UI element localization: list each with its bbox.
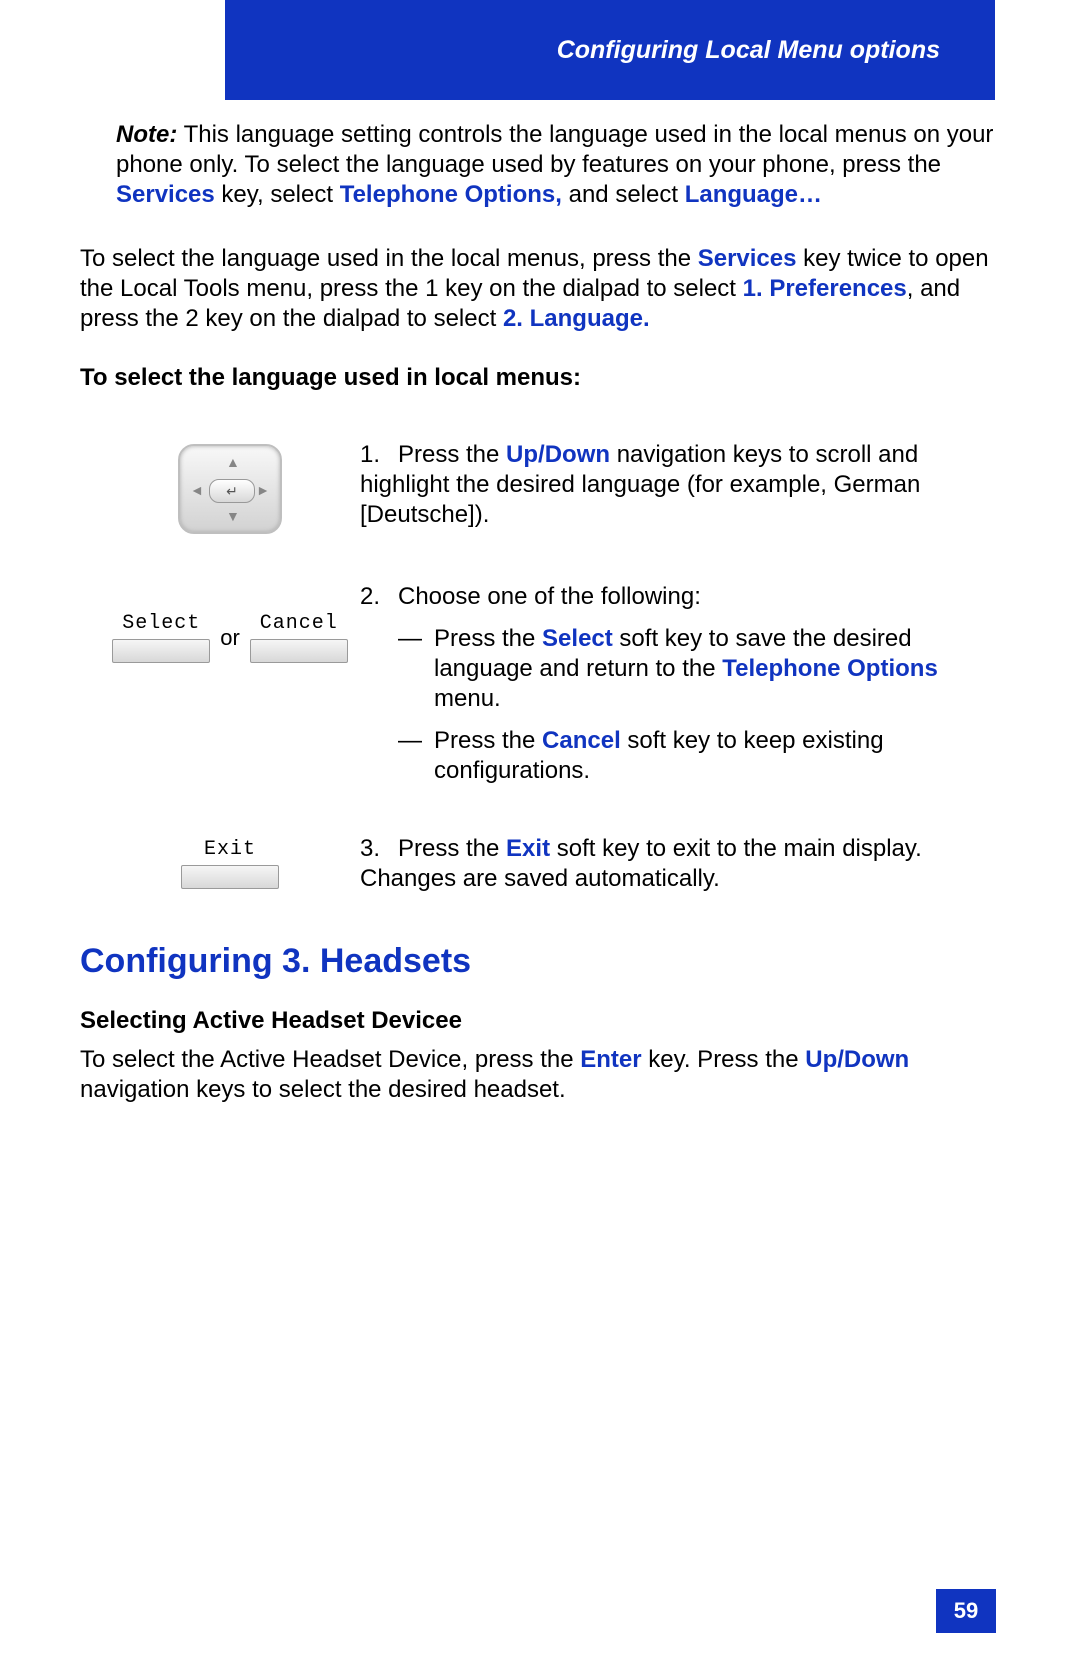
page-content: Note: This language setting controls the… xyxy=(80,120,1000,1105)
exit-softkey-label: Exit xyxy=(204,838,256,861)
preferences-link: 1. Preferences xyxy=(743,275,907,302)
telopts-link: Telephone Options xyxy=(722,655,938,682)
step-1-graphic: ▲ ▼ ◄ ► ↵ xyxy=(80,440,360,534)
step-3-graphic: Exit xyxy=(80,834,360,889)
step-2: Select or Cancel 2.Choose one of the fol… xyxy=(80,582,1000,786)
note-text-1: This language setting controls the langu… xyxy=(116,121,993,178)
header-title: Configuring Local Menu options xyxy=(557,36,940,65)
section-subhead: Selecting Active Headset Devicee xyxy=(80,1007,1000,1035)
step-2b: — Press the Cancel soft key to keep exis… xyxy=(398,726,1000,786)
step-2a-body: Press the Select soft key to save the de… xyxy=(434,624,1000,714)
sec-body-mid: key. Press the xyxy=(642,1046,806,1073)
step-2b-body: Press the Cancel soft key to keep existi… xyxy=(434,726,1000,786)
s2b-pre: Press the xyxy=(434,727,542,754)
sec-body-pre: To select the Active Headset Device, pre… xyxy=(80,1046,580,1073)
intro-paragraph: To select the language used in the local… xyxy=(80,244,1000,334)
step-2-intro: Choose one of the following: xyxy=(398,583,701,610)
select-softkey-label: Select xyxy=(122,612,200,635)
page-number: 59 xyxy=(936,1589,996,1633)
dash-b: — xyxy=(398,726,434,786)
services-link: Services xyxy=(116,181,215,208)
header-bar: Configuring Local Menu options xyxy=(225,0,995,100)
services-link-2: Services xyxy=(698,245,797,272)
left-arrow-icon: ◄ xyxy=(190,482,204,498)
s2a-post: menu. xyxy=(434,685,501,712)
cancel-softkey: Cancel xyxy=(250,612,348,663)
softkey-group: Select or Cancel xyxy=(112,612,348,663)
step-2-text: 2.Choose one of the following: — Press t… xyxy=(360,582,1000,786)
right-arrow-icon: ► xyxy=(256,482,270,498)
navigation-pad-icon: ▲ ▼ ◄ ► ↵ xyxy=(178,444,282,534)
procedure-heading: To select the language used in local men… xyxy=(80,364,1000,392)
s2a-pre: Press the xyxy=(434,625,542,652)
section-body: To select the Active Headset Device, pre… xyxy=(80,1045,1000,1105)
select-softkey-button-icon xyxy=(112,639,210,663)
dash-a: — xyxy=(398,624,434,714)
telephone-options-link: Telephone Options, xyxy=(340,181,562,208)
updown-link-2: Up/Down xyxy=(805,1046,909,1073)
sec-body-post: navigation keys to select the desired he… xyxy=(80,1076,566,1103)
enter-key-icon: ↵ xyxy=(209,479,255,503)
step-2a: — Press the Select soft key to save the … xyxy=(398,624,1000,714)
up-arrow-icon: ▲ xyxy=(226,454,240,470)
cancel-link: Cancel xyxy=(542,727,621,754)
section-title: Configuring 3. Headsets xyxy=(80,942,1000,981)
cancel-softkey-label: Cancel xyxy=(260,612,338,635)
select-softkey: Select xyxy=(112,612,210,663)
step-2-graphic: Select or Cancel xyxy=(80,582,360,663)
cancel-softkey-button-icon xyxy=(250,639,348,663)
step-3-text: 3.Press the Exit soft key to exit to the… xyxy=(360,834,1000,894)
step-3: Exit 3.Press the Exit soft key to exit t… xyxy=(80,834,1000,894)
note-text-2: key, select xyxy=(215,181,340,208)
note-text-3: and select xyxy=(562,181,685,208)
exit-softkey: Exit xyxy=(181,838,279,889)
s3-pre: Press the xyxy=(398,835,506,862)
exit-softkey-button-icon xyxy=(181,865,279,889)
step-3-number: 3. xyxy=(360,834,398,864)
exit-link: Exit xyxy=(506,835,550,862)
select-link: Select xyxy=(542,625,613,652)
language-link: Language… xyxy=(685,181,822,208)
step-2-number: 2. xyxy=(360,582,398,612)
note-label: Note: xyxy=(116,121,177,148)
step-1: ▲ ▼ ◄ ► ↵ 1.Press the Up/Down navigation… xyxy=(80,440,1000,534)
step-1-text: 1.Press the Up/Down navigation keys to s… xyxy=(360,440,1000,530)
enter-link: Enter xyxy=(580,1046,641,1073)
step-1-pre: Press the xyxy=(398,441,506,468)
note-paragraph: Note: This language setting controls the… xyxy=(116,120,1000,210)
intro-pre: To select the language used in the local… xyxy=(80,245,698,272)
language-link-2: 2. Language. xyxy=(503,305,650,332)
down-arrow-icon: ▼ xyxy=(226,508,240,524)
or-text: or xyxy=(220,625,240,651)
updown-link: Up/Down xyxy=(506,441,610,468)
step-1-number: 1. xyxy=(360,440,398,470)
